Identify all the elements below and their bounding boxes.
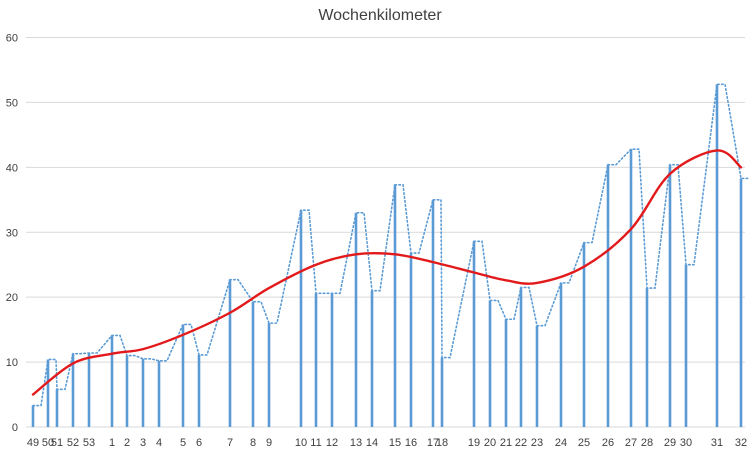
x-tick-label: 18 <box>436 437 448 449</box>
x-tick-label: 30 <box>680 437 692 449</box>
bar <box>31 405 35 427</box>
bar <box>330 293 334 427</box>
bar <box>181 324 185 427</box>
dotted-series-line <box>32 83 750 407</box>
bar <box>267 323 271 427</box>
x-tick-label: 13 <box>350 437 362 449</box>
x-tick-label: 23 <box>531 437 543 449</box>
bar <box>71 353 75 427</box>
x-tick-label: 32 <box>735 437 747 449</box>
y-tick-label: 0 <box>12 422 18 434</box>
y-axis-ticks: 0 10 20 30 40 50 60 <box>6 33 18 435</box>
x-tick-label: 31 <box>711 437 723 449</box>
bar <box>668 164 672 427</box>
bar <box>431 199 435 427</box>
y-tick-label: 60 <box>6 33 18 45</box>
bar <box>535 325 539 427</box>
x-tick-label: 17 <box>427 437 439 449</box>
bar <box>409 253 413 427</box>
series-lines <box>31 83 750 407</box>
chart-title: Wochenkilometer <box>318 7 442 24</box>
bar <box>251 301 255 427</box>
bar <box>504 319 508 427</box>
y-tick-label: 10 <box>6 357 18 369</box>
bar <box>354 212 358 427</box>
y-tick-label: 20 <box>6 292 18 304</box>
x-tick-label: 19 <box>468 437 480 449</box>
x-tick-label: 51 <box>51 437 63 449</box>
bar <box>606 164 610 427</box>
x-tick-label: 21 <box>500 437 512 449</box>
x-tick-label: 8 <box>250 437 256 449</box>
x-tick-label: 11 <box>310 437 321 449</box>
x-tick-label: 26 <box>602 437 614 449</box>
bar <box>559 282 563 427</box>
x-tick-label: 22 <box>515 437 527 449</box>
x-tick-label: 27 <box>625 437 637 449</box>
bar <box>393 184 397 427</box>
bar <box>715 84 719 428</box>
x-tick-label: 2 <box>124 437 130 449</box>
x-tick-label: 9 <box>266 437 272 449</box>
bar <box>110 335 114 427</box>
x-tick-label: 10 <box>295 437 307 449</box>
x-tick-label: 29 <box>664 437 676 449</box>
x-tick-label: 50 <box>42 437 54 449</box>
bar <box>472 241 476 427</box>
x-tick-label: 24 <box>555 437 567 449</box>
y-tick-label: 50 <box>6 97 18 109</box>
bars <box>31 84 743 428</box>
bar <box>519 287 523 427</box>
x-tick-label: 25 <box>578 437 590 449</box>
bar <box>197 354 201 427</box>
bar <box>739 178 743 427</box>
y-tick-label: 30 <box>6 227 18 239</box>
bar <box>488 300 492 427</box>
x-tick-label: 14 <box>366 437 378 449</box>
x-tick-label: 52 <box>67 437 79 449</box>
bar <box>157 360 161 427</box>
x-tick-label: 4 <box>156 437 162 449</box>
bar <box>228 279 232 427</box>
x-tick-label: 53 <box>83 437 95 449</box>
bar <box>582 242 586 427</box>
bar <box>314 293 318 427</box>
x-tick-label: 20 <box>484 437 496 449</box>
bar <box>684 264 688 427</box>
y-tick-label: 40 <box>6 162 18 174</box>
bar <box>299 210 303 427</box>
bar <box>645 288 649 427</box>
bar <box>629 149 633 427</box>
bar <box>55 389 59 427</box>
x-tick-label: 1 <box>109 437 115 449</box>
x-tick-label: 49 <box>27 437 39 449</box>
bar <box>87 352 91 427</box>
bar <box>125 355 129 427</box>
bar <box>46 359 50 427</box>
x-tick-label: 28 <box>641 437 653 449</box>
bar <box>370 290 374 427</box>
bar <box>141 358 145 427</box>
x-tick-label: 7 <box>227 437 233 449</box>
x-tick-label: 16 <box>405 437 417 449</box>
bar <box>440 357 444 427</box>
x-tick-label: 12 <box>326 437 338 449</box>
trend-line <box>31 149 743 396</box>
x-tick-label: 3 <box>140 437 146 449</box>
x-tick-label: 15 <box>389 437 401 449</box>
x-tick-label: 5 <box>180 437 186 449</box>
grid-lines <box>26 37 745 428</box>
x-tick-label: 6 <box>196 437 202 449</box>
